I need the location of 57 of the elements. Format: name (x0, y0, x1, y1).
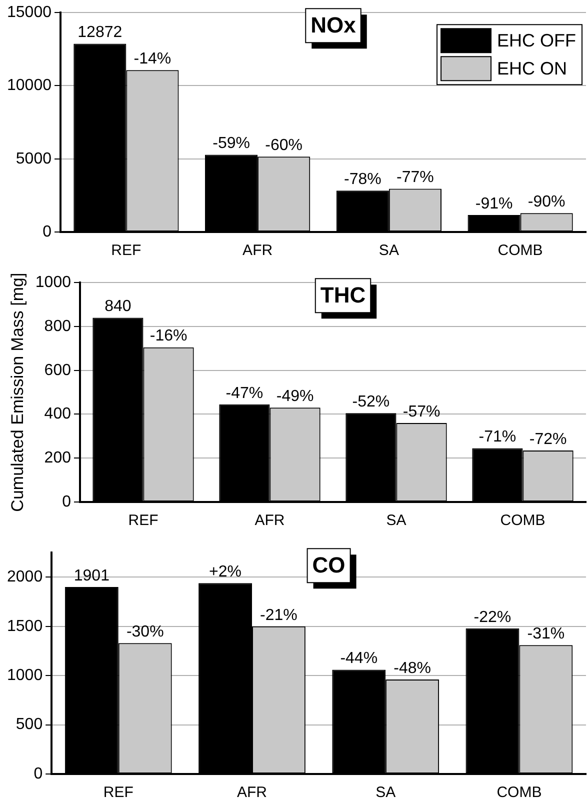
x-tick-label: SA (386, 512, 406, 530)
x-tick-label: COMB (498, 242, 543, 260)
y-tick-label: 1000 (7, 667, 43, 684)
annotation: -31% (527, 626, 565, 642)
chart-title: NOx (310, 12, 357, 38)
annotation: -52% (352, 394, 390, 411)
annotation: -60% (265, 137, 303, 154)
y-tick-label: 400 (44, 406, 72, 423)
annotation: +2% (209, 564, 242, 581)
annotation: -16% (150, 328, 188, 345)
y-tick-label: 2000 (7, 568, 43, 586)
y-tick-label: 1000 (35, 274, 72, 292)
y-axis-title: Cumulated Emission Mass [mg] (8, 272, 27, 512)
annotation: -71% (478, 428, 516, 446)
data-label: 12872 (78, 24, 122, 42)
annotation: -59% (212, 135, 250, 152)
y-tick-label: 15000 (6, 4, 52, 22)
annotation: -22% (474, 608, 512, 626)
x-tick-label: REF (128, 512, 158, 530)
annotation: -90% (528, 194, 566, 211)
data-label: 1901 (74, 567, 110, 584)
x-tick-label: AFR (236, 784, 268, 802)
y-tick-label: 5000 (16, 150, 52, 168)
y-tick-label: 1500 (7, 618, 43, 635)
y-tick-label: 500 (16, 716, 43, 734)
annotation: -47% (226, 384, 264, 402)
x-tick-label: AFR (254, 512, 285, 530)
annotation: -48% (394, 660, 431, 677)
annotation: -49% (276, 388, 314, 406)
chart-title: THC (320, 282, 366, 308)
data-label: 840 (104, 298, 132, 316)
y-tick-label: 0 (62, 493, 72, 510)
x-tick-label: SA (376, 784, 396, 802)
y-tick-label: 0 (42, 223, 52, 240)
x-tick-label: REF (103, 784, 134, 802)
annotation: -21% (260, 606, 298, 624)
x-tick-label: REF (111, 242, 142, 260)
annotation: -77% (396, 169, 434, 186)
annotation: -44% (340, 650, 378, 668)
x-tick-label: AFR (242, 242, 273, 260)
y-tick-label: 600 (44, 362, 72, 379)
x-tick-label: COMB (500, 512, 546, 530)
annotation: -30% (126, 624, 164, 641)
y-tick-label: 0 (34, 765, 43, 782)
chart-title: CO (312, 552, 346, 578)
legend-label: EHC OFF (497, 30, 576, 51)
annotation: -91% (475, 195, 513, 212)
annotation: -57% (402, 403, 440, 420)
x-tick-label: COMB (496, 784, 542, 802)
y-tick-label: 200 (44, 450, 72, 467)
annotation: -78% (344, 171, 382, 188)
y-tick-label: 800 (44, 318, 72, 335)
y-tick-label: 10000 (6, 77, 52, 94)
annotation: -14% (134, 50, 172, 68)
legend-label: EHC ON (497, 58, 568, 79)
x-tick-label: SA (378, 242, 399, 260)
annotation: -72% (529, 430, 567, 448)
